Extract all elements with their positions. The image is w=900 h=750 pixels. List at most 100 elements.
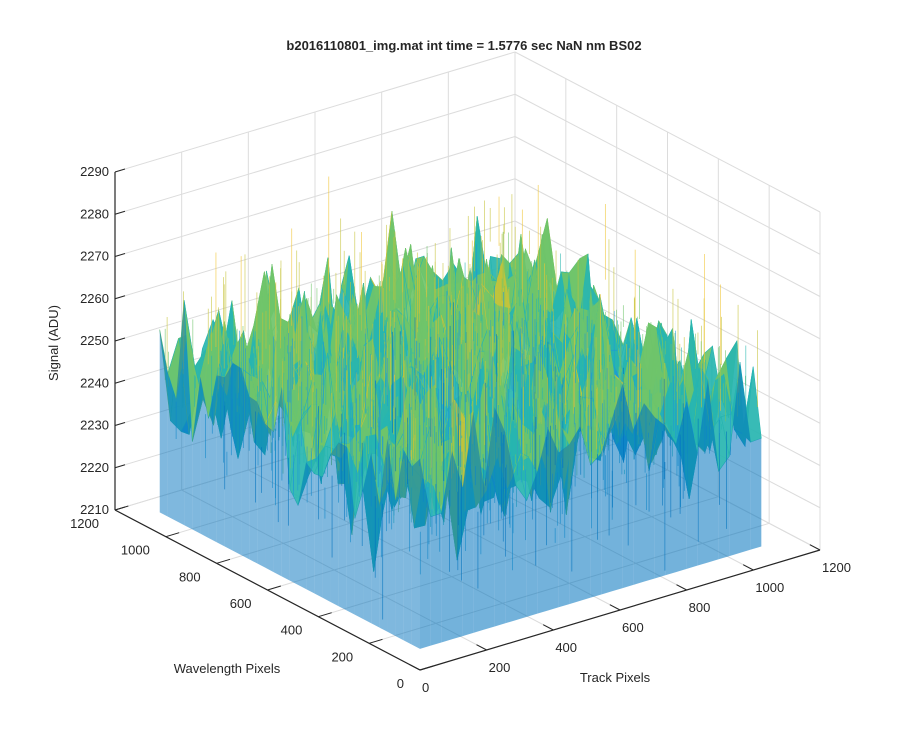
x-axis-label: Track Pixels — [580, 670, 651, 685]
surface-front-face — [612, 383, 623, 592]
side-wall-grid-line — [514, 51, 821, 213]
surface-front-face — [430, 512, 442, 646]
x-tick-label: 0 — [422, 680, 429, 695]
x-tick-mark — [542, 624, 554, 631]
surface-front-face — [644, 403, 655, 582]
y-tick-label: 800 — [179, 569, 201, 584]
z-tick-label: 2210 — [80, 502, 109, 517]
signal-axis-ticks: 2210 2220 2230 2240 2250 2260 2270 2280 2290 — [80, 164, 126, 517]
z-tick-mark — [114, 210, 126, 215]
z-tick-mark — [114, 422, 126, 426]
surface-front-face — [516, 485, 527, 621]
z-tick-label: 2270 — [80, 249, 109, 264]
z-axis-label: Signal (ADU) — [46, 305, 61, 381]
surface-left-face — [314, 473, 323, 598]
surface-front-face — [729, 362, 740, 557]
side-wall-grid-line — [514, 136, 821, 297]
x-tick-label: 1200 — [822, 560, 851, 575]
side-wall-grid-line — [514, 178, 821, 340]
y-tick-mark — [216, 558, 231, 564]
surface-left-face — [200, 376, 209, 538]
x-tick-mark — [809, 544, 821, 551]
surface-front-face — [750, 438, 762, 550]
surface-left-face — [306, 462, 315, 594]
surface-front-face — [740, 362, 751, 553]
chart-title: b2016110801_img.mat int time = 1.5776 se… — [286, 38, 641, 53]
surface-front-face — [718, 456, 730, 560]
surface-front-face — [548, 428, 559, 611]
z-tick-label: 2240 — [80, 375, 109, 390]
surface-front-face — [537, 428, 548, 614]
surface-left-face — [363, 452, 372, 624]
y-axis-label: Wavelength Pixels — [174, 661, 281, 676]
z-tick-mark — [114, 337, 126, 342]
surface-front-face — [505, 432, 516, 624]
y-tick-label: 600 — [230, 596, 252, 611]
x-tick-label: 600 — [622, 620, 644, 635]
surface-left-face — [354, 489, 364, 620]
y-tick-mark — [267, 585, 281, 591]
x-tick-mark — [742, 564, 754, 571]
surface-left-face — [176, 300, 185, 526]
surface-front-face — [462, 411, 474, 637]
surface-left-face — [395, 450, 404, 641]
surface-front-face — [452, 451, 463, 640]
x-tick-mark — [409, 664, 421, 671]
surface-front-face — [569, 426, 580, 605]
surface-left-face — [411, 458, 420, 649]
surface-left-face — [265, 423, 274, 573]
z-tick-label: 2230 — [80, 418, 109, 433]
z-tick-label: 2290 — [80, 164, 109, 179]
z-tick-mark — [114, 253, 126, 257]
surface-front-face — [420, 458, 431, 649]
y-tick-label: 200 — [331, 649, 353, 664]
y-tick-label: 0 — [397, 676, 404, 691]
surface-front-face — [686, 401, 698, 569]
surface-left-face — [159, 329, 168, 517]
z-tick-label: 2250 — [80, 333, 109, 348]
track-axis-ticks: 0 200 400 600 800 1000 1200 — [409, 544, 851, 695]
surface-front-face — [494, 407, 506, 627]
surface-left-face — [371, 452, 380, 628]
y-tick-label: 1000 — [121, 543, 150, 558]
surface-left-face — [403, 450, 412, 645]
surface-left-face — [208, 375, 217, 543]
surface-left-face — [273, 387, 282, 577]
surface-left-face — [216, 375, 225, 547]
x-tick-label: 200 — [489, 660, 511, 675]
z-tick-mark — [114, 379, 126, 384]
surface-left-face — [167, 373, 176, 521]
surface-front-face — [708, 379, 719, 563]
surface-front-face — [697, 379, 708, 566]
surface-left-face — [224, 362, 233, 551]
back-wall-grid-line — [114, 178, 516, 300]
y-tick-mark — [419, 665, 434, 671]
surface-left-face — [322, 454, 331, 602]
surface-left-face — [241, 368, 250, 560]
back-wall-grid-line — [114, 51, 516, 173]
surface-front-face — [622, 383, 634, 589]
side-wall-grid-line — [514, 220, 821, 382]
side-wall-grid-line — [514, 93, 821, 255]
surface-left-face — [184, 300, 193, 530]
surface-front-face — [526, 471, 538, 617]
surface-left-face — [249, 396, 258, 564]
surface-left-face — [289, 489, 298, 585]
wavelength-axis-ticks: 0 200 400 600 800 1000 1200 — [70, 505, 434, 691]
surface-front-face — [665, 425, 676, 576]
surface-front-face — [633, 403, 644, 585]
x-tick-label: 400 — [555, 640, 577, 655]
surface-left-face — [192, 376, 201, 534]
x-tick-label: 1000 — [755, 580, 784, 595]
surface-left-face — [330, 442, 339, 607]
y-tick-label: 1200 — [70, 516, 99, 531]
z-tick-label: 2260 — [80, 291, 109, 306]
back-wall-grid-line — [114, 93, 516, 215]
surface-left-face — [232, 362, 242, 556]
surface-left-face — [346, 447, 355, 615]
x-tick-mark — [476, 644, 487, 651]
y-tick-label: 400 — [281, 623, 303, 638]
surface-front-face — [590, 453, 602, 598]
surface-front-face — [676, 401, 687, 573]
